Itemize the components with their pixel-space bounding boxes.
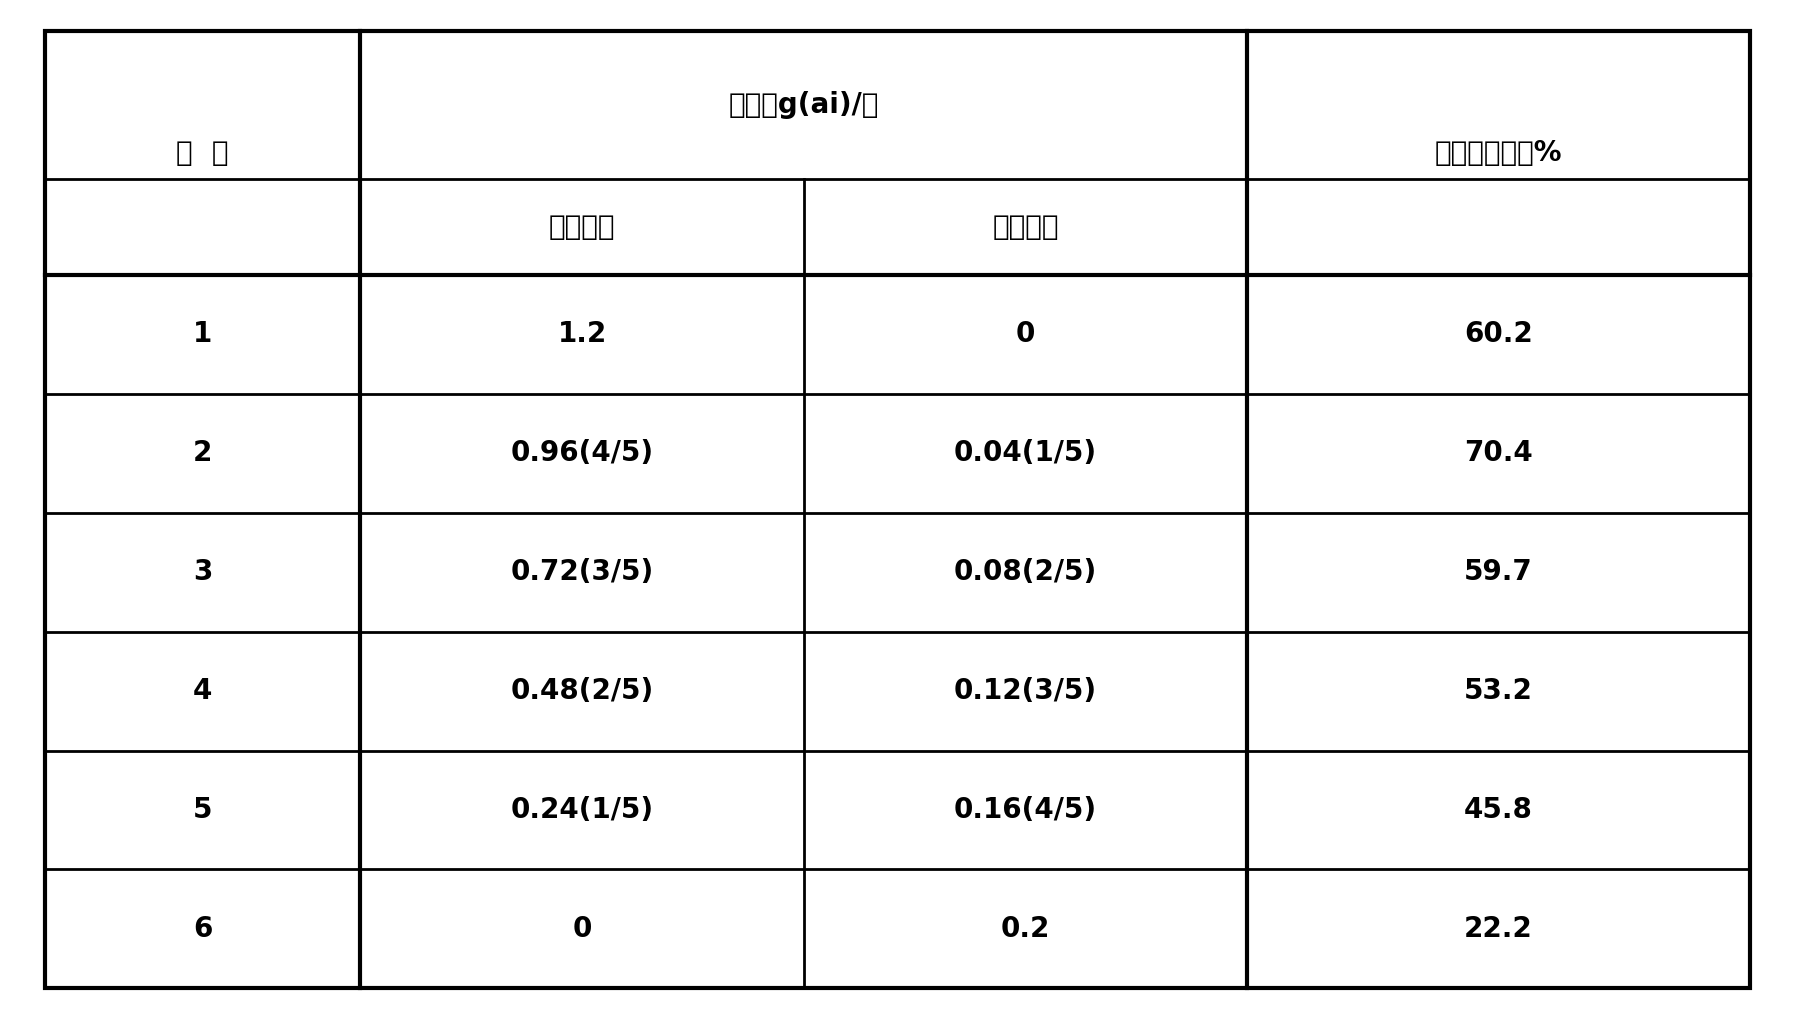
Text: 0.04(1/5): 0.04(1/5) [953, 439, 1097, 468]
Text: 鲜重抑制率，%: 鲜重抑制率，% [1434, 139, 1562, 167]
Text: 59.7: 59.7 [1465, 558, 1533, 586]
Text: 22.2: 22.2 [1465, 915, 1533, 943]
Text: 0.72(3/5): 0.72(3/5) [510, 558, 653, 586]
Text: 剂量，g(ai)/亩: 剂量，g(ai)/亩 [729, 91, 880, 119]
Text: 0.08(2/5): 0.08(2/5) [953, 558, 1097, 586]
Text: 60.2: 60.2 [1465, 320, 1533, 348]
Text: 0: 0 [573, 915, 592, 943]
Text: 1.2: 1.2 [558, 320, 607, 348]
Text: 0.12(3/5): 0.12(3/5) [953, 677, 1097, 705]
Text: 1: 1 [194, 320, 212, 348]
Text: 70.4: 70.4 [1465, 439, 1533, 468]
Text: 2: 2 [192, 439, 212, 468]
Text: 处  理: 处 理 [176, 139, 228, 167]
Text: 45.8: 45.8 [1465, 796, 1533, 824]
Text: 6: 6 [192, 915, 212, 943]
Text: 5: 5 [192, 796, 212, 824]
Text: 3: 3 [192, 558, 212, 586]
Text: 0.96(4/5): 0.96(4/5) [510, 439, 653, 468]
Text: 0: 0 [1016, 320, 1036, 348]
Text: 0.24(1/5): 0.24(1/5) [510, 796, 653, 824]
Text: 氟唢草酮: 氟唢草酮 [993, 213, 1059, 240]
Text: 烟嘵磺隆: 烟嘵磺隆 [549, 213, 616, 240]
Text: 0.16(4/5): 0.16(4/5) [953, 796, 1097, 824]
Text: 0.2: 0.2 [1000, 915, 1050, 943]
Text: 0.48(2/5): 0.48(2/5) [510, 677, 653, 705]
Text: 53.2: 53.2 [1465, 677, 1533, 705]
Text: 4: 4 [192, 677, 212, 705]
